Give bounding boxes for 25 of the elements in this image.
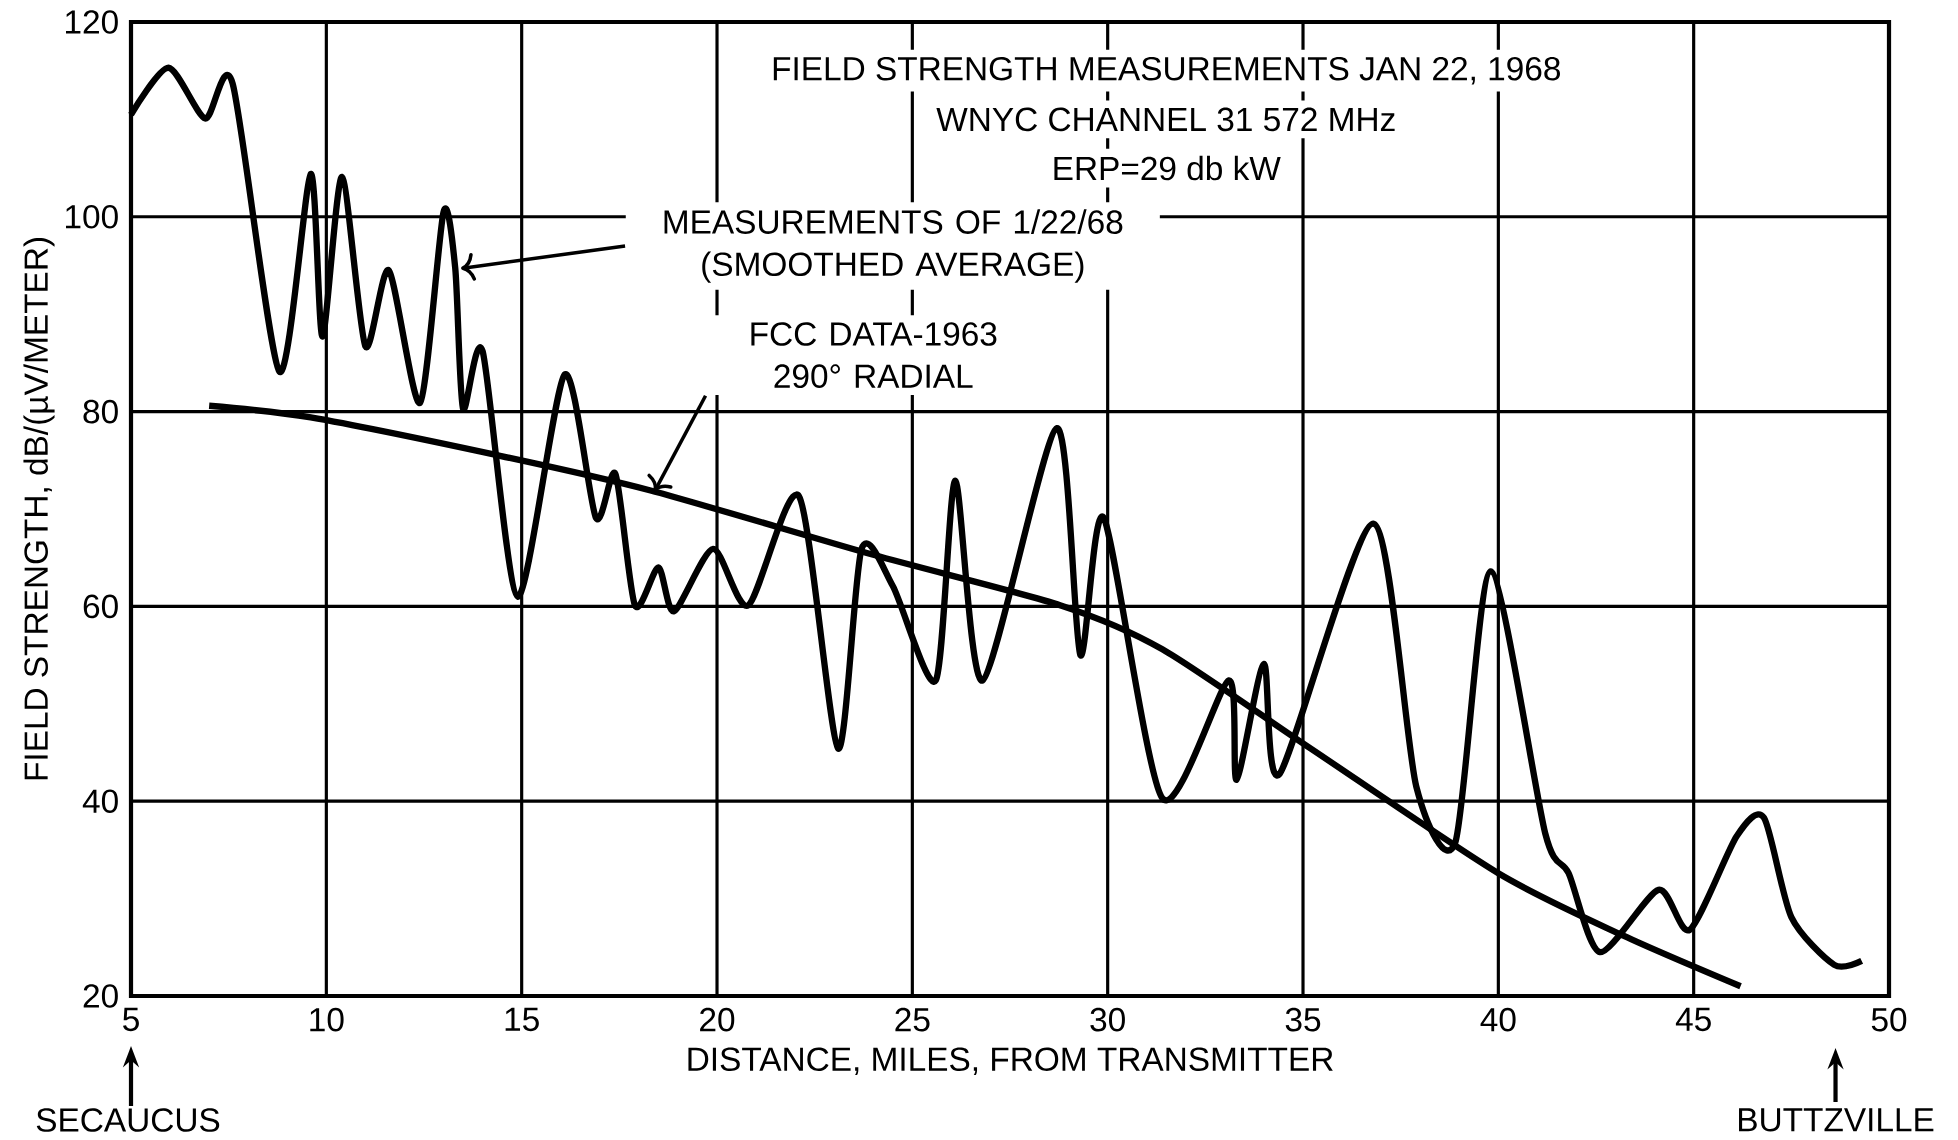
y-axis-title: FIELD STRENGTH, dB/(µV/METER) <box>23 238 55 780</box>
x-tick-label: 10 <box>310 1007 344 1032</box>
y-tick-label: 40 <box>82 789 118 814</box>
annotation: MEASUREMENTS OF 1/22/68 (SMOOTHED AVERAGE) <box>664 209 1123 283</box>
x-tick-label: 15 <box>505 1007 539 1032</box>
x-axis-title: DISTANCE, MILES, FROM TRANSMITTER <box>688 1047 1333 1076</box>
y-tick-label: 120 <box>66 10 118 34</box>
x-tick-label: 45 <box>1675 1007 1711 1032</box>
x-tick-label: 20 <box>700 1007 735 1032</box>
y-tick-label: 20 <box>83 984 118 1008</box>
x-tick-label: 40 <box>1480 1007 1516 1032</box>
text: FIELD STRENGTH MEASUREMENTS JAN 22, 1968 <box>773 56 1560 85</box>
x-tick-label: 25 <box>895 1007 930 1032</box>
text: BUTTZVILLE <box>1739 1108 1934 1132</box>
y-tick-label: 60 <box>83 594 118 619</box>
text: SECAUCUS <box>36 1108 220 1132</box>
y-tick-label: 100 <box>66 204 118 229</box>
text: WNYC CHANNEL 31 572 MHz <box>936 107 1395 132</box>
x-tick-label: 35 <box>1285 1007 1321 1032</box>
x-tick-label: 5 <box>123 1007 139 1032</box>
annotation: ERP=29 db kW <box>1054 155 1281 181</box>
x-tick-label: 30 <box>1090 1007 1125 1032</box>
x-tick-label: 50 <box>1871 1007 1907 1032</box>
annotation: FCC DATA-1963 290° RADIAL <box>751 322 997 389</box>
y-tick-label: 80 <box>83 399 118 424</box>
